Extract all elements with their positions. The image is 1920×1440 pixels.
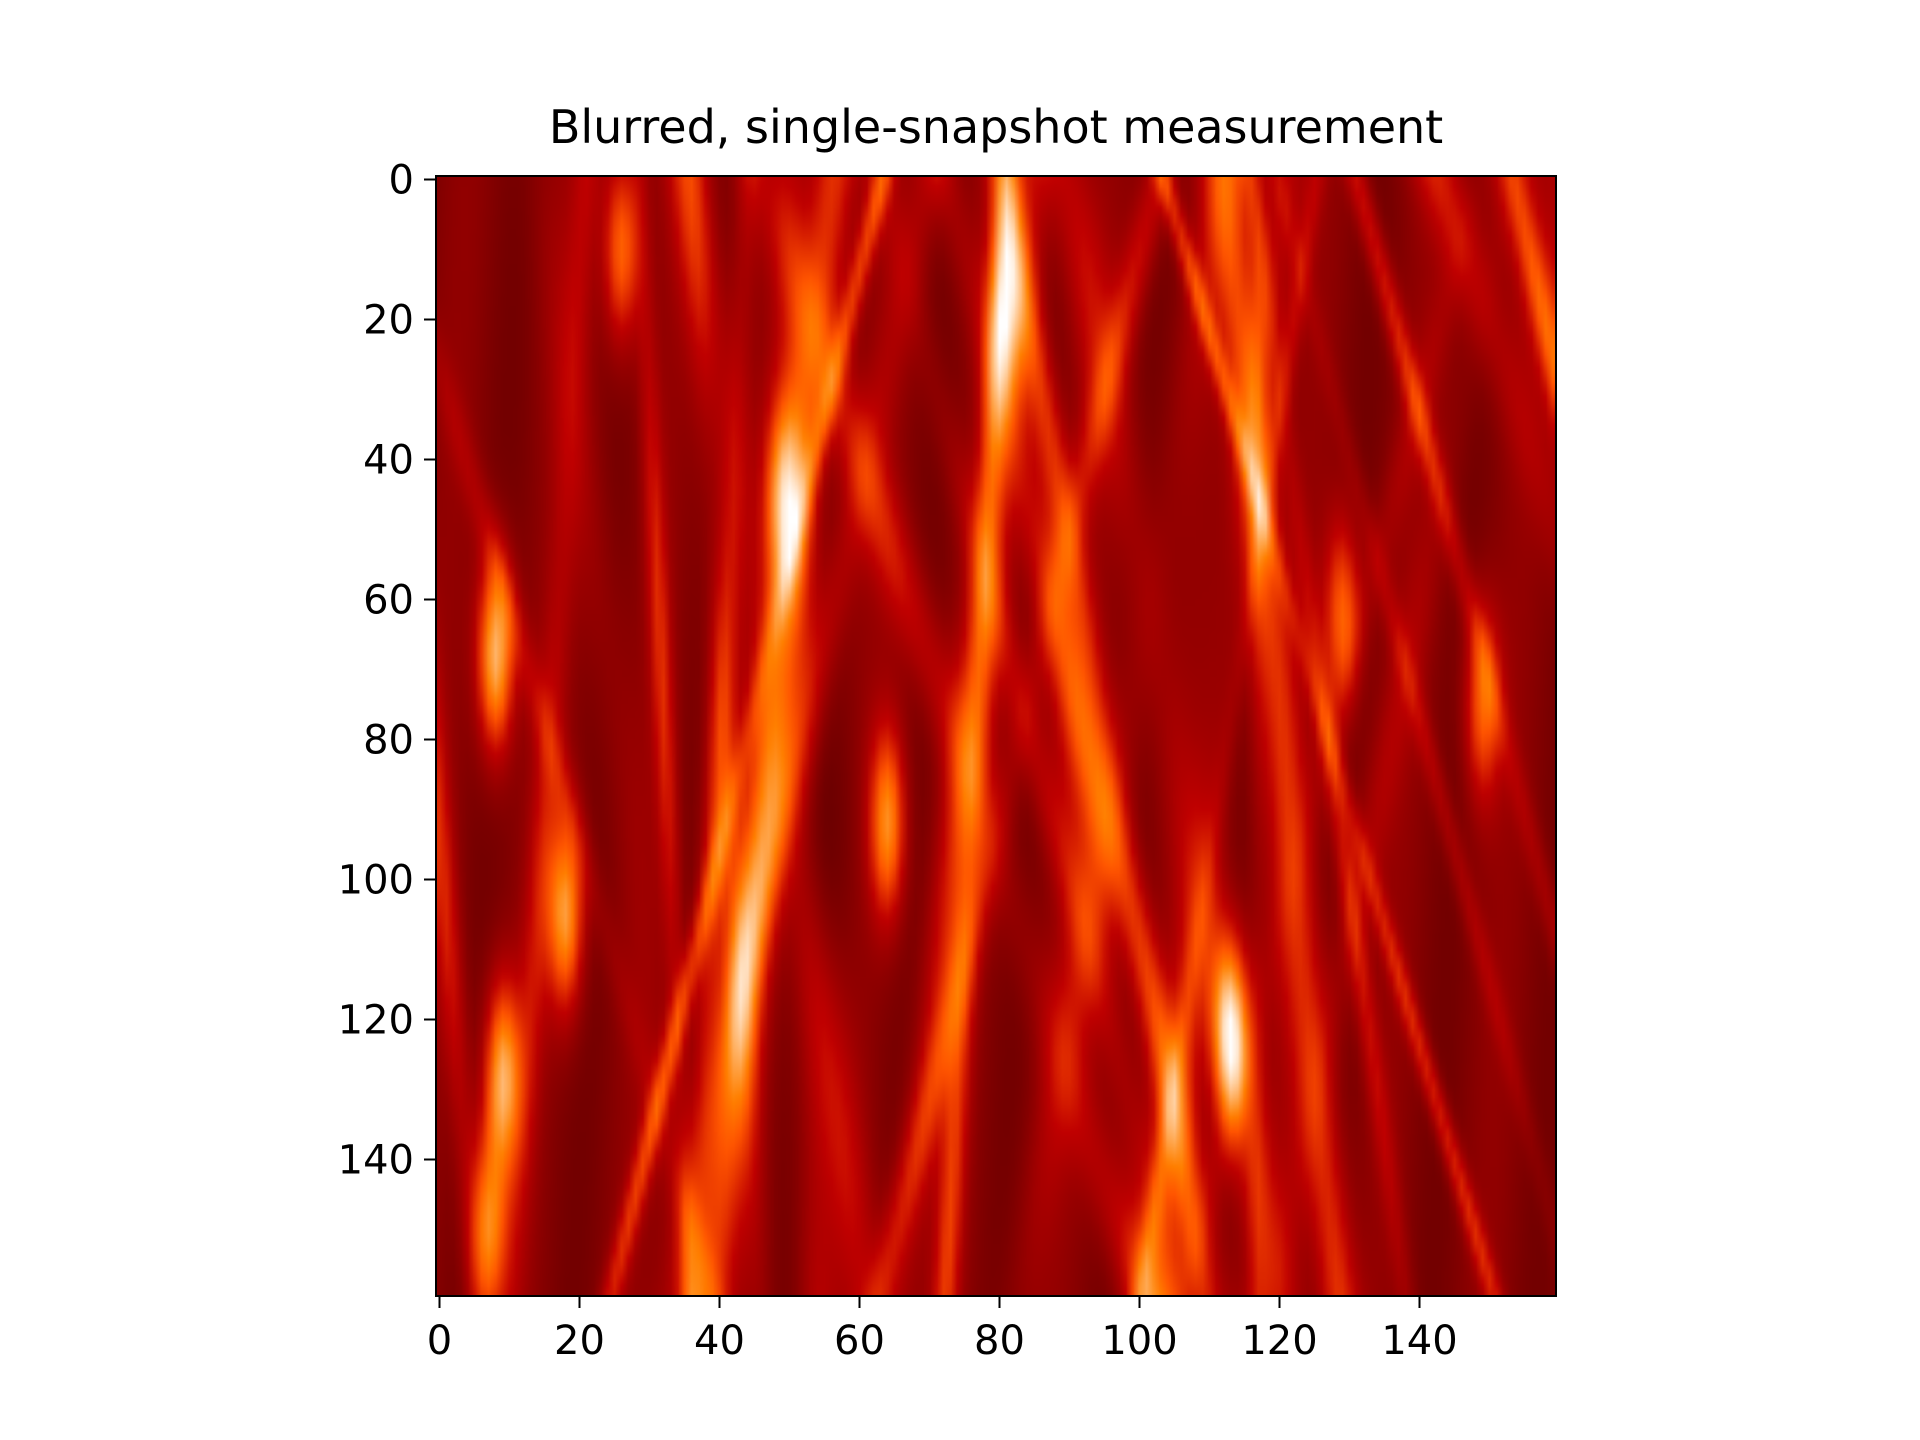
- y-tick-label: 60: [363, 578, 414, 624]
- x-tick-label: 0: [427, 1318, 452, 1364]
- axes-border: [435, 175, 1557, 1297]
- x-tick-label: 60: [834, 1318, 885, 1364]
- x-tick-label: 100: [1101, 1318, 1177, 1364]
- x-tick-label: 40: [694, 1318, 745, 1364]
- x-tick-label: 140: [1381, 1318, 1457, 1364]
- y-tick-label: 40: [363, 438, 414, 484]
- chart-title: Blurred, single-snapshot measurement: [548, 100, 1444, 154]
- y-tick-label: 80: [363, 718, 414, 764]
- heatmap-image: [436, 176, 1556, 1296]
- x-tick-label: 80: [974, 1318, 1025, 1364]
- y-axis: 0 20 40 60 80 100 120 140: [338, 158, 436, 1184]
- x-axis: 0 20 40 60 80 100 120 140: [427, 1296, 1458, 1364]
- y-tick-label: 140: [338, 1138, 414, 1184]
- y-tick-label: 20: [363, 298, 414, 344]
- x-tick-label: 20: [554, 1318, 605, 1364]
- y-tick-label: 100: [338, 858, 414, 904]
- x-tick-label: 120: [1241, 1318, 1317, 1364]
- y-tick-label: 120: [338, 998, 414, 1044]
- axes-frame: [435, 175, 1557, 1297]
- y-tick-label: 0: [389, 158, 414, 204]
